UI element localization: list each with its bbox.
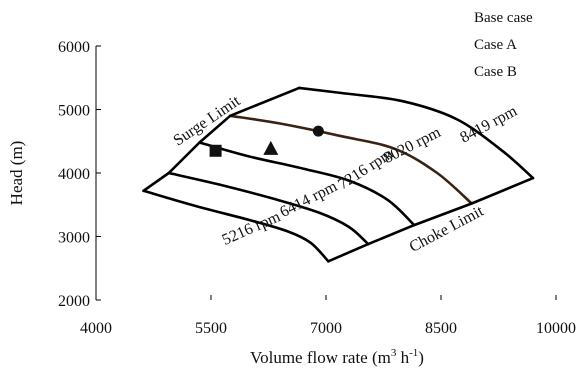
y-axis-ticks: 2000 3000 4000 5000 6000 (58, 39, 101, 310)
speed-line-5216-rpm (142, 189, 330, 263)
x-axis-label-sup2: -1 (409, 347, 418, 359)
x-axis-ticks: 4000 5500 7000 8500 10000 (80, 295, 576, 337)
legend-entry-case-a: Case A (474, 37, 517, 53)
choke-limit-line (326, 176, 535, 263)
x-tick-label-4000: 4000 (80, 320, 112, 337)
surge-limit-label: Surge Limit (170, 92, 243, 149)
marker-case-a (209, 144, 222, 157)
speed-line-label-6414-rpm: 6414 rpm (277, 178, 340, 221)
x-axis-label-end: ) (418, 348, 424, 367)
marker-base-case (312, 125, 324, 137)
choke-limit-label: Choke Limit (407, 202, 487, 255)
x-tick-label-10000: 10000 (536, 320, 576, 337)
case-markers (209, 125, 324, 157)
legend-entry-case-b: Case B (474, 64, 517, 80)
plot-area: 2000 3000 4000 5000 6000 4000 5500 7000 8500 100… (58, 39, 576, 337)
surge-limit-line (142, 86, 301, 193)
speed-line-label-8020-rpm: 8020 rpm (381, 124, 444, 167)
limit-lines (142, 86, 535, 263)
y-tick-label-3000: 3000 (58, 230, 90, 247)
speed-line-8419-rpm (297, 86, 535, 180)
x-tick-label-7000: 7000 (310, 320, 342, 337)
x-tick-label-8500: 8500 (425, 320, 457, 337)
speed-lines (142, 86, 535, 263)
x-axis-label-mid: h (396, 348, 409, 367)
y-tick-label-6000: 6000 (58, 39, 90, 56)
speed-line-6414-rpm (167, 171, 370, 246)
legend-entry-base-case: Base case (474, 10, 533, 26)
y-tick-label-4000: 4000 (58, 166, 90, 183)
x-axis-label-main: Volume flow rate (m (250, 348, 391, 367)
speed-line-7216-rpm (198, 141, 416, 227)
y-axis-label: Head (m) (7, 141, 26, 206)
x-axis-label: Volume flow rate (m3 h-1) (250, 347, 424, 367)
x-tick-label-5500: 5500 (195, 320, 227, 337)
marker-case-b (263, 140, 279, 155)
legend: Base case Case A Case B (474, 10, 533, 80)
y-tick-label-2000: 2000 (58, 293, 90, 310)
speed-line-8020-rpm (228, 114, 473, 205)
x-axis-label-sup1: 3 (391, 347, 397, 359)
y-tick-label-5000: 5000 (58, 103, 90, 120)
